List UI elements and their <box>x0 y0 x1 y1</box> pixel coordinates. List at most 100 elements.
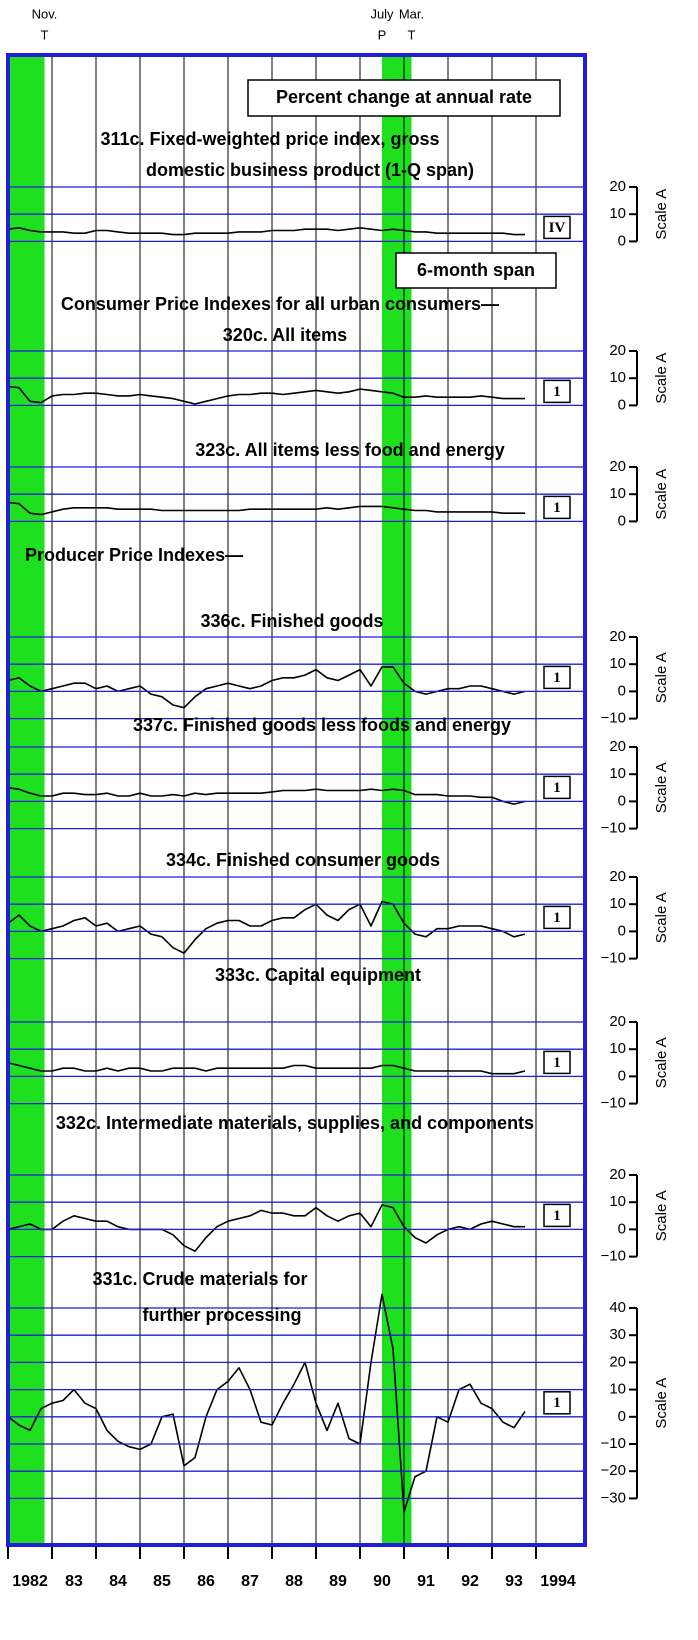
y-axis-label: Scale A <box>653 189 670 240</box>
span-box <box>543 1391 571 1415</box>
y-tick-label: 0 <box>618 922 626 939</box>
turning-point-month: Mar. <box>399 6 424 21</box>
y-tick-label: 10 <box>609 895 626 912</box>
turning-point-type: T <box>408 27 416 42</box>
y-tick-label: 40 <box>609 1299 626 1316</box>
span-box <box>543 495 571 520</box>
span-label: 1 <box>553 670 561 686</box>
y-tick-label: −10 <box>601 820 626 837</box>
span-label: 1 <box>553 384 561 400</box>
series-line <box>8 900 526 954</box>
group-title: Producer Price Indexes— <box>25 545 243 565</box>
span-label: 1 <box>553 780 561 796</box>
y-tick-label: −30 <box>601 1489 626 1506</box>
y-tick-label: −10 <box>601 1095 626 1112</box>
span-label: IV <box>549 220 566 236</box>
panel-title: 332c. Intermediate materials, supplies, … <box>56 1113 534 1133</box>
x-tick-label: 86 <box>197 1573 215 1590</box>
panel-title: 311c. Fixed-weighted price index, gross <box>100 129 439 149</box>
x-tick-label: 91 <box>417 1573 435 1590</box>
y-tick-label: 0 <box>618 682 626 699</box>
y-tick-label: 30 <box>609 1326 626 1343</box>
series-line <box>8 666 526 709</box>
span-label: 1 <box>553 1395 561 1411</box>
y-tick-label: 0 <box>618 396 626 413</box>
recession-shading <box>382 55 412 1545</box>
y-tick-label: 10 <box>609 1040 626 1057</box>
y-tick-label: 20 <box>609 458 626 475</box>
x-tick-label: 89 <box>329 1573 347 1590</box>
recession-shading <box>8 55 45 1545</box>
turning-point-month: July <box>370 6 394 21</box>
x-tick-label: 85 <box>153 1573 171 1590</box>
turning-point-type: P <box>378 27 387 42</box>
span-note-box <box>395 252 557 289</box>
x-tick-label: 84 <box>109 1573 127 1590</box>
y-tick-label: 20 <box>609 1013 626 1030</box>
y-axis-label: Scale A <box>653 1037 670 1088</box>
span-box <box>543 1050 571 1075</box>
y-tick-label: 20 <box>609 1353 626 1370</box>
span-note: 6-month span <box>417 260 535 280</box>
x-tick-label: 1982 <box>12 1573 48 1590</box>
y-tick-label: −10 <box>601 710 626 727</box>
panel-title: 334c. Finished consumer goods <box>166 850 440 870</box>
span-box <box>543 665 571 690</box>
span-label: 1 <box>553 910 561 926</box>
span-box <box>543 1203 571 1228</box>
group-title: Consumer Price Indexes for all urban con… <box>61 294 499 314</box>
x-tick-label: 87 <box>241 1573 259 1590</box>
y-tick-label: −10 <box>601 1435 626 1452</box>
y-tick-label: 10 <box>609 655 626 672</box>
span-box <box>543 905 571 930</box>
y-tick-label: −20 <box>601 1462 626 1479</box>
y-tick-label: 20 <box>609 1166 626 1183</box>
y-axis-label: Scale A <box>653 652 670 703</box>
y-tick-label: 20 <box>609 628 626 645</box>
x-tick-label: 88 <box>285 1573 303 1590</box>
y-tick-label: 0 <box>618 1220 626 1237</box>
y-tick-label: 10 <box>609 205 626 222</box>
y-axis-label: Scale A <box>653 1190 670 1241</box>
x-tick-label: 1994 <box>540 1573 576 1590</box>
y-tick-label: 0 <box>618 232 626 249</box>
y-tick-label: 0 <box>618 1067 626 1084</box>
x-tick-label: 83 <box>65 1573 83 1590</box>
y-axis-label: Scale A <box>653 762 670 813</box>
y-axis-label: Scale A <box>653 892 670 943</box>
panel-title: 331c. Crude materials for <box>92 1269 307 1289</box>
x-tick-label: 93 <box>505 1573 523 1590</box>
span-box <box>543 775 571 800</box>
y-tick-label: 20 <box>609 342 626 359</box>
x-tick-label: 90 <box>373 1573 391 1590</box>
y-tick-label: −10 <box>601 950 626 967</box>
turning-point-month: Nov. <box>32 6 58 21</box>
series-line <box>8 501 525 516</box>
y-tick-label: 10 <box>609 485 626 502</box>
panel-title: 337c. Finished goods less foods and ener… <box>133 715 511 735</box>
header: Percent change at annual rate <box>276 87 532 107</box>
x-tick-label: 92 <box>461 1573 479 1590</box>
y-tick-label: 10 <box>609 1381 626 1398</box>
y-tick-label: 0 <box>618 1408 626 1425</box>
plot-area <box>8 55 526 1545</box>
y-tick-label: 20 <box>609 738 626 755</box>
y-tick-label: 0 <box>618 792 626 809</box>
span-label: 1 <box>553 500 561 516</box>
y-tick-label: 10 <box>609 765 626 782</box>
panel-title: 320c. All items <box>223 325 347 345</box>
y-tick-label: −10 <box>601 1248 626 1265</box>
panel-title: 333c. Capital equipment <box>215 965 421 985</box>
y-axis-label: Scale A <box>653 469 670 520</box>
series-line <box>8 787 526 805</box>
header-box <box>247 79 561 117</box>
span-label: 1 <box>553 1208 561 1224</box>
series-line <box>8 1293 526 1513</box>
y-tick-label: 20 <box>609 178 626 195</box>
series-line <box>8 1204 525 1252</box>
span-box <box>543 215 571 240</box>
y-tick-label: 0 <box>618 512 626 529</box>
series-line <box>8 1062 526 1075</box>
turning-point-type: T <box>41 27 49 42</box>
